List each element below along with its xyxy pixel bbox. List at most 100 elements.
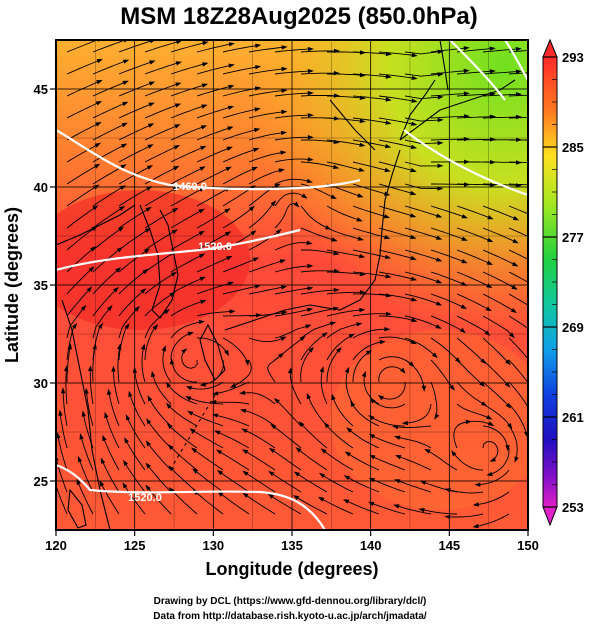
streamline-arrow	[92, 343, 97, 350]
streamline	[170, 125, 205, 141]
streamline	[194, 491, 224, 515]
streamline-arrow	[307, 90, 314, 96]
streamline-arrow	[359, 290, 366, 295]
streamline-arrow	[118, 205, 126, 211]
streamline-arrow	[514, 456, 519, 463]
streamline	[404, 73, 441, 77]
streamline-arrow	[512, 238, 519, 244]
streamline	[248, 111, 285, 119]
streamline-arrow	[343, 475, 351, 481]
streamline	[272, 425, 302, 449]
streamline-arrow	[385, 311, 392, 316]
streamline	[456, 227, 491, 242]
streamline-arrow	[125, 414, 131, 421]
streamline	[167, 384, 198, 405]
streamline	[347, 452, 380, 471]
streamline-arrow	[248, 205, 255, 212]
streamline-arrow	[198, 319, 205, 325]
streamline	[118, 40, 154, 53]
streamline-arrow	[346, 427, 353, 433]
streamline	[289, 370, 302, 405]
streamline	[147, 420, 172, 449]
streamline	[352, 205, 388, 218]
streamline	[300, 72, 337, 75]
streamline-arrow	[200, 125, 208, 130]
streamline-arrow	[224, 231, 232, 237]
streamline-arrow	[435, 279, 443, 284]
colorbar-tick-label: 253	[562, 500, 584, 515]
streamline-arrow	[88, 266, 95, 272]
streamline	[378, 249, 415, 260]
streamline	[118, 61, 153, 75]
streamline-arrow	[368, 501, 375, 506]
streamline-arrow	[67, 343, 72, 350]
contour-label-1: 1460.0	[173, 181, 207, 193]
streamline	[326, 291, 363, 295]
streamline-arrow	[140, 288, 147, 294]
streamline	[170, 321, 203, 339]
streamline	[300, 50, 337, 53]
streamline-arrow	[122, 101, 129, 107]
streamline	[300, 307, 337, 317]
streamline-arrow	[201, 104, 208, 109]
streamline-arrow	[268, 471, 275, 477]
streamline	[430, 249, 466, 263]
colorbar-tick-label: 261	[562, 410, 584, 425]
colorbar: 293 285 277 269 261 253	[542, 38, 584, 527]
streamline-arrow	[385, 274, 392, 279]
streamline-arrow	[411, 121, 418, 126]
streamline-arrow	[305, 324, 312, 329]
streamline	[85, 390, 94, 427]
streamline	[100, 482, 120, 515]
streamline	[92, 123, 126, 141]
streamline-arrow	[401, 420, 408, 426]
colorbar-tick-label: 277	[562, 230, 584, 245]
streamline	[248, 184, 279, 207]
streamline	[352, 351, 370, 383]
streamline	[57, 435, 68, 471]
streamline-arrow	[298, 421, 305, 428]
streamline	[378, 51, 415, 56]
streamline	[475, 491, 510, 506]
streamline	[456, 47, 493, 53]
streamline	[456, 205, 492, 219]
streamline	[300, 183, 335, 199]
streamline-arrow	[437, 95, 444, 100]
contour-label-3: 1520.0	[128, 492, 162, 504]
y-tick-label: 40	[34, 180, 48, 195]
streamline-arrow	[534, 334, 540, 340]
streamline-arrow	[411, 53, 418, 58]
streamline	[274, 70, 311, 75]
streamline	[508, 293, 528, 306]
streamline-arrow	[242, 449, 249, 455]
streamline	[300, 270, 337, 273]
streamline-arrow	[147, 123, 155, 128]
streamline-arrow	[270, 200, 277, 207]
streamline-arrow	[216, 470, 223, 476]
streamline-arrow	[281, 130, 288, 136]
streamline	[222, 337, 249, 364]
coastlines	[56, 40, 516, 530]
streamline	[404, 315, 440, 328]
streamline	[196, 106, 232, 119]
streamline	[171, 361, 198, 383]
streamline	[475, 513, 510, 528]
streamline-arrow	[228, 42, 235, 47]
streamline	[66, 268, 93, 295]
streamline-arrow	[369, 397, 376, 404]
streamline	[105, 414, 120, 449]
streamline-arrow	[490, 137, 496, 142]
streamline-arrow	[529, 361, 534, 367]
colorbar-tick-label: 269	[562, 320, 584, 335]
streamline-arrow	[359, 118, 366, 124]
streamline	[378, 161, 415, 172]
streamline	[168, 425, 198, 449]
streamline-arrow	[437, 140, 444, 146]
credit-line-1: Drawing by DCL (https://www.gfd-dennou.o…	[154, 596, 427, 607]
streamline-arrow	[200, 145, 207, 151]
streamline-arrow	[437, 117, 444, 123]
streamline-arrow	[147, 144, 154, 149]
streamline-arrow	[200, 299, 207, 305]
streamline	[300, 333, 326, 361]
honshu-coast	[224, 149, 401, 331]
